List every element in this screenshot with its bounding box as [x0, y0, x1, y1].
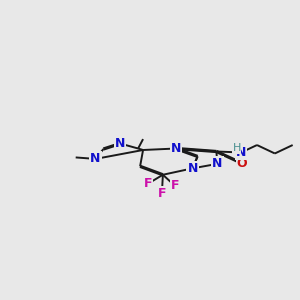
Text: H: H [232, 143, 241, 153]
Text: N: N [236, 146, 246, 159]
Text: N: N [171, 142, 181, 155]
Text: F: F [170, 179, 179, 192]
Text: N: N [188, 162, 198, 175]
Text: F: F [158, 187, 166, 200]
Text: F: F [144, 177, 152, 190]
Text: O: O [237, 157, 248, 170]
Text: N: N [212, 158, 223, 170]
Text: N: N [90, 152, 101, 165]
Text: N: N [115, 137, 125, 150]
